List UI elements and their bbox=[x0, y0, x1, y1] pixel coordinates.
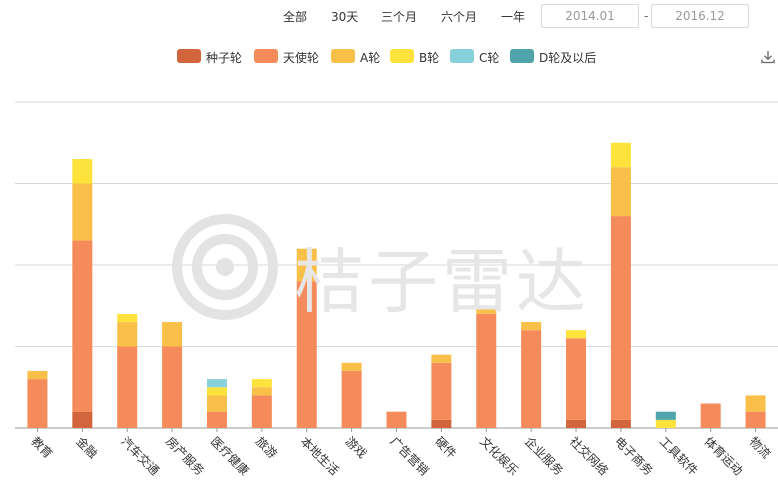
bar-segment[interactable] bbox=[296, 281, 317, 428]
bar-segment[interactable] bbox=[117, 313, 138, 323]
legend-label: 种子轮 bbox=[206, 51, 243, 65]
date-from-field[interactable]: 2014.01 bbox=[541, 4, 639, 28]
bar-segment[interactable] bbox=[566, 338, 587, 420]
bar-segment[interactable] bbox=[251, 395, 272, 428]
bar-segment[interactable] bbox=[296, 248, 317, 282]
legend-label: D轮及以后 bbox=[539, 51, 597, 65]
bar-segment[interactable] bbox=[655, 419, 676, 428]
bar-segment[interactable] bbox=[566, 330, 587, 339]
x-tick-label: 旅游 bbox=[253, 434, 280, 461]
legend-swatch bbox=[177, 49, 201, 63]
bar-segment[interactable] bbox=[745, 395, 766, 412]
bar-segment[interactable] bbox=[566, 419, 587, 428]
bar-segment[interactable] bbox=[610, 142, 631, 168]
x-tick-label: 企业服务 bbox=[522, 434, 567, 479]
date-separator: - bbox=[644, 9, 649, 23]
x-tick-label: 房产服务 bbox=[163, 434, 208, 479]
bar-segment[interactable] bbox=[386, 411, 407, 428]
bar-segment[interactable] bbox=[431, 362, 452, 420]
legend-swatch bbox=[254, 49, 278, 63]
x-tick-label: 本地生活 bbox=[298, 434, 342, 478]
bar-segment[interactable] bbox=[610, 216, 631, 420]
legend-label: C轮 bbox=[479, 51, 500, 65]
x-tick-label: 教育 bbox=[28, 434, 56, 462]
range-30d-button[interactable]: 30天 bbox=[331, 10, 359, 24]
bar-segment[interactable] bbox=[521, 322, 542, 331]
bar-segment[interactable] bbox=[27, 379, 48, 428]
bar-segment[interactable] bbox=[251, 379, 272, 388]
legend-label: B轮 bbox=[419, 51, 440, 65]
x-tick-label: 游戏 bbox=[342, 434, 369, 461]
bar-segment[interactable] bbox=[610, 419, 631, 428]
legend-swatch bbox=[390, 49, 414, 63]
bar-segment[interactable] bbox=[72, 240, 93, 412]
x-tick-label: 硬件 bbox=[432, 434, 459, 461]
bar-segment[interactable] bbox=[476, 305, 497, 314]
x-tick-label: 电子商务 bbox=[612, 434, 657, 479]
x-tick-label: 汽车交通 bbox=[118, 434, 163, 479]
bar-segment[interactable] bbox=[655, 411, 676, 420]
bar-segment[interactable] bbox=[476, 313, 497, 428]
range-3m-button[interactable]: 三个月 bbox=[381, 10, 418, 24]
x-tick-label: 工具软件 bbox=[657, 434, 701, 478]
bar-segment[interactable] bbox=[72, 411, 93, 428]
range-6m-button[interactable]: 六个月 bbox=[441, 10, 478, 24]
bar-segment[interactable] bbox=[341, 370, 362, 428]
bar-segment[interactable] bbox=[700, 403, 721, 428]
bar-segment[interactable] bbox=[162, 346, 183, 429]
bar-segment[interactable] bbox=[206, 395, 227, 412]
legend-label: A轮 bbox=[360, 51, 381, 65]
x-tick-label: 广告营销 bbox=[387, 434, 431, 478]
range-all-button[interactable]: 全部 bbox=[283, 10, 308, 24]
bar-segment[interactable] bbox=[117, 346, 138, 429]
legend-swatch bbox=[331, 49, 355, 63]
toolbar: 全部 30天 三个月 六个月 一年 2014.01 - 2016.12 bbox=[0, 0, 778, 34]
x-tick-label: 社交网络 bbox=[567, 434, 612, 479]
chart-legend: 种子轮 天使轮 A轮 B轮 C轮 D轮及以后 bbox=[0, 48, 778, 66]
bar-segment[interactable] bbox=[610, 167, 631, 217]
legend-swatch bbox=[510, 49, 534, 63]
download-icon[interactable] bbox=[760, 49, 776, 65]
bar-segment[interactable] bbox=[162, 322, 183, 347]
bar-segment[interactable] bbox=[117, 322, 138, 347]
bar-segment[interactable] bbox=[72, 159, 93, 184]
x-tick-label: 医疗健康 bbox=[208, 434, 253, 479]
bar-segment[interactable] bbox=[431, 354, 452, 363]
bar-segment[interactable] bbox=[72, 183, 93, 241]
x-tick-label: 金融 bbox=[73, 434, 101, 462]
bar-segment[interactable] bbox=[251, 387, 272, 396]
date-to-field[interactable]: 2016.12 bbox=[651, 4, 749, 28]
bar-segment[interactable] bbox=[341, 362, 362, 371]
x-tick-label: 体育运动 bbox=[702, 434, 747, 479]
legend-swatch bbox=[450, 49, 474, 63]
range-1y-button[interactable]: 一年 bbox=[501, 10, 526, 24]
bar-segment[interactable] bbox=[206, 387, 227, 396]
x-tick-label: 物流 bbox=[746, 434, 773, 461]
bar-segment[interactable] bbox=[27, 370, 48, 380]
bar-segment[interactable] bbox=[745, 411, 766, 428]
bar-segment[interactable] bbox=[521, 330, 542, 428]
bar-segment[interactable] bbox=[206, 411, 227, 428]
bar-segment[interactable] bbox=[431, 419, 452, 428]
legend-label: 天使轮 bbox=[283, 51, 320, 65]
x-tick-label: 文化娱乐 bbox=[477, 434, 522, 479]
bar-segment[interactable] bbox=[206, 379, 227, 388]
